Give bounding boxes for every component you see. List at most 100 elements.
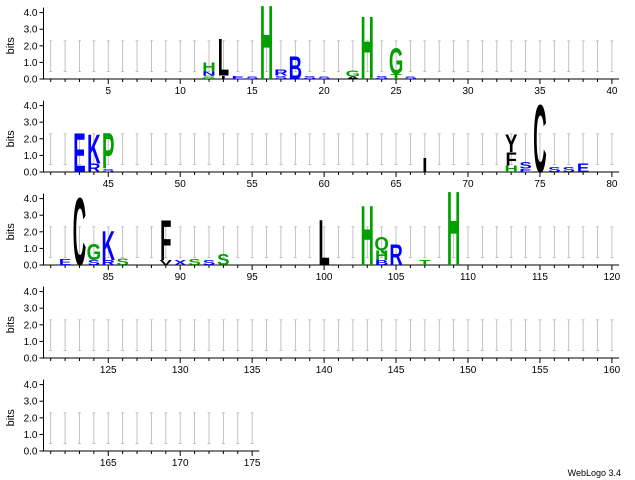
- logo-letter-s: S: [304, 75, 316, 80]
- logo-letter-k: K: [87, 126, 100, 172]
- logo-letter-s: S: [203, 75, 216, 78]
- logo-letter-k: K: [102, 223, 115, 269]
- y-tick-label: 1.0: [24, 151, 38, 162]
- y-axis-label: bits: [5, 37, 17, 55]
- x-tick-label: 15: [247, 86, 259, 97]
- y-tick-label: 2.0: [24, 134, 38, 145]
- logo-letter-q: Q: [374, 233, 388, 254]
- x-tick-label: 55: [247, 179, 259, 190]
- logo-letter-s: S: [203, 259, 215, 267]
- y-tick-label: 3.0: [24, 118, 38, 129]
- logo-letter-f: F: [160, 209, 171, 274]
- x-tick-label: 100: [316, 272, 333, 283]
- x-tick-label: 115: [532, 272, 548, 283]
- logo-letter-h: H: [202, 61, 215, 75]
- y-tick-label: 3.0: [24, 304, 38, 315]
- logo-row-1: 0.0 1.0 2.0 3.0 4.0 bits 5 10 15 20 25 30 35 40: [5, 7, 620, 97]
- x-tick-label: 110: [460, 272, 476, 283]
- logo-letter-s: S: [275, 75, 287, 80]
- x-tick-label: 140: [316, 365, 333, 376]
- logo-letter-f: F: [505, 148, 516, 169]
- logo-letter-e: E: [232, 75, 244, 80]
- logo-letter-e: E: [73, 122, 85, 184]
- logo-row-2: 0.0 1.0 2.0 3.0 4.0 bits 45 50 55 60 65 70 75 80: [5, 100, 620, 190]
- y-tick-label: 4.0: [24, 287, 38, 298]
- y-tick-label: 0.0: [24, 354, 38, 365]
- logo-letter-s: S: [116, 257, 129, 267]
- y-tick-label: 4.0: [24, 380, 38, 391]
- logo-letter-e: E: [59, 258, 71, 267]
- logo-row-5: 0.0 1.0 2.0 3.0 4.0 bits 165 170 175: [5, 379, 261, 469]
- logo-letter-s: S: [102, 168, 114, 173]
- logo-letter-h: H: [260, 0, 273, 103]
- x-tick-label: 130: [172, 365, 189, 376]
- logo-letter-l: L: [318, 208, 329, 280]
- logo-letter-t: T: [390, 73, 402, 81]
- logo-letter-g: G: [389, 42, 403, 82]
- logo-letter-s: S: [188, 258, 200, 267]
- y-axis-label: bits: [5, 130, 17, 148]
- x-tick-label: 170: [172, 458, 189, 469]
- x-tick-label: 150: [460, 365, 477, 376]
- logo-letter-r: R: [87, 162, 100, 175]
- y-axis-label: bits: [5, 316, 17, 334]
- logo-letter-r: R: [389, 239, 402, 273]
- y-tick-label: 1.0: [24, 430, 38, 441]
- logo-letter-y: Y: [505, 129, 518, 158]
- logo-letter-s: S: [519, 161, 532, 171]
- x-tick-label: 90: [175, 272, 187, 283]
- y-tick-label: 0.0: [24, 75, 38, 86]
- logo-letter-h: H: [447, 170, 460, 288]
- x-tick-label: 70: [462, 179, 474, 190]
- logo-letter-s: S: [88, 259, 100, 267]
- logo-letter-e: E: [519, 168, 531, 173]
- logo-letter-h: H: [504, 164, 517, 174]
- logo-letter-c: C: [533, 85, 546, 193]
- x-tick-label: 165: [100, 458, 117, 469]
- logo-letter-r: R: [274, 69, 288, 78]
- x-tick-label: 25: [390, 86, 402, 97]
- logo-letter-s: S: [375, 75, 387, 80]
- y-tick-label: 2.0: [24, 41, 38, 52]
- logo-letter-g: G: [346, 70, 360, 79]
- y-tick-label: 2.0: [24, 227, 38, 238]
- x-tick-label: 5: [105, 86, 111, 97]
- logo-letter-n: N: [202, 71, 215, 77]
- x-tick-label: 160: [604, 365, 621, 376]
- y-tick-label: 0.0: [24, 261, 38, 272]
- y-axis-label: bits: [5, 409, 17, 427]
- y-tick-label: 3.0: [24, 25, 38, 36]
- y-tick-label: 4.0: [24, 194, 38, 205]
- logo-row-4: 0.0 1.0 2.0 3.0 4.0 bits 125 130 135 140 145 150 155…: [5, 286, 621, 376]
- x-tick-label: 85: [103, 272, 115, 283]
- x-tick-label: 30: [462, 86, 474, 97]
- logo-letter-b: B: [289, 50, 302, 87]
- x-tick-label: 65: [390, 179, 402, 190]
- x-tick-label: 95: [247, 272, 259, 283]
- y-tick-label: 4.0: [24, 8, 38, 19]
- logo-letter-s: S: [404, 76, 417, 80]
- x-tick-label: 10: [175, 86, 187, 97]
- y-tick-label: 2.0: [24, 320, 38, 331]
- x-tick-label: 125: [100, 365, 117, 376]
- logo-letter-l: L: [218, 29, 229, 88]
- x-tick-label: 50: [175, 179, 187, 190]
- y-tick-label: 3.0: [24, 397, 38, 408]
- logo-letter-b: B: [375, 259, 388, 267]
- logo-letter-s: S: [318, 76, 331, 80]
- logo-letter-s: S: [548, 166, 560, 174]
- logo-letter-x: X: [174, 259, 187, 267]
- logo-letter-s: S: [217, 250, 229, 269]
- x-tick-label: 20: [319, 86, 331, 97]
- y-tick-label: 1.0: [24, 58, 38, 69]
- x-tick-label: 155: [532, 365, 549, 376]
- logo-letter-h: H: [375, 248, 388, 263]
- logo-letter-s: S: [563, 166, 575, 174]
- y-tick-label: 0.0: [24, 168, 38, 179]
- logo-letter-i: I: [422, 154, 427, 177]
- logo-letter-h: H: [361, 189, 374, 284]
- y-tick-label: 4.0: [24, 101, 38, 112]
- x-tick-label: 145: [388, 365, 405, 376]
- logo-letter-g: G: [87, 240, 101, 265]
